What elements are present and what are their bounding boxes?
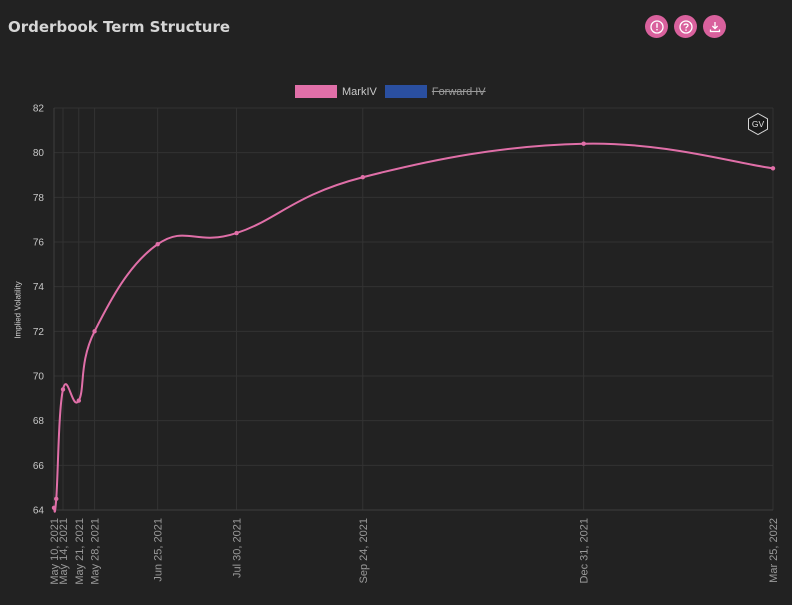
x-tick-label: May 10, 2021 <box>49 518 61 585</box>
data-point-markiv <box>234 230 239 236</box>
y-tick-label: 66 <box>33 461 45 472</box>
legend-label-forward-iv: Forward IV <box>431 85 486 98</box>
data-point-markiv <box>60 387 66 392</box>
legend-label-markiv: MarkIV <box>342 85 377 98</box>
gv-logo-icon: GV <box>748 112 768 136</box>
y-tick-label: 76 <box>33 238 45 249</box>
series-line-markiv <box>53 142 774 513</box>
y-tick-label: 68 <box>33 416 45 427</box>
exclamation-icon <box>649 19 664 34</box>
y-axis-title: Implied Volatility <box>13 281 23 339</box>
data-point-markiv <box>54 496 59 502</box>
data-point-markiv <box>770 166 776 171</box>
x-tick-label: May 14, 2021 <box>58 518 70 585</box>
data-point-markiv <box>155 242 160 247</box>
x-tick-label: May 28, 2021 <box>90 518 102 585</box>
legend-item-markiv[interactable]: MarkIV <box>295 85 377 98</box>
x-tick-label: Mar 25, 2022 <box>768 518 780 583</box>
legend-item-forward-iv[interactable]: Forward IV <box>384 85 486 98</box>
info-button[interactable] <box>645 15 668 38</box>
legend-swatch-markiv <box>295 85 337 98</box>
x-tick-label: Jun 25, 2021 <box>153 518 165 582</box>
help-button[interactable] <box>674 15 697 38</box>
gv-badge-label: GV <box>752 119 765 129</box>
download-button[interactable] <box>703 15 726 38</box>
legend-swatch-forward-iv <box>384 85 427 98</box>
download-icon <box>709 21 720 32</box>
data-point-markiv <box>581 141 586 146</box>
toolbar <box>645 15 726 38</box>
axes <box>53 108 773 511</box>
page-title: Orderbook Term Structure <box>8 18 231 36</box>
series-points <box>51 141 776 510</box>
data-point-markiv <box>51 505 57 510</box>
grid-lines <box>53 107 774 511</box>
x-tick-label: Jul 30, 2021 <box>232 518 244 578</box>
y-tick-label: 74 <box>33 282 45 293</box>
y-tick-label: 78 <box>33 193 45 204</box>
y-tick-label: 72 <box>33 327 45 338</box>
gv-badge[interactable]: GV <box>746 112 770 140</box>
series-lines <box>53 142 774 513</box>
chart-legend: MarkIV Forward IV <box>295 85 494 98</box>
question-icon <box>678 19 693 34</box>
data-point-markiv <box>92 329 97 334</box>
x-tick-label: May 21, 2021 <box>74 518 86 585</box>
x-tick-label: Dec 31, 2021 <box>579 518 591 583</box>
data-point-markiv <box>360 175 365 180</box>
y-tick-label: 80 <box>33 148 45 159</box>
y-tick-labels: 64 66 68 70 72 74 76 78 80 82 <box>33 104 45 517</box>
data-point-markiv <box>76 398 81 403</box>
x-tick-label: Sep 24, 2021 <box>358 518 370 583</box>
y-tick-label: 82 <box>33 104 45 115</box>
y-tick-label: 70 <box>33 372 45 383</box>
y-tick-label: 64 <box>33 506 45 517</box>
